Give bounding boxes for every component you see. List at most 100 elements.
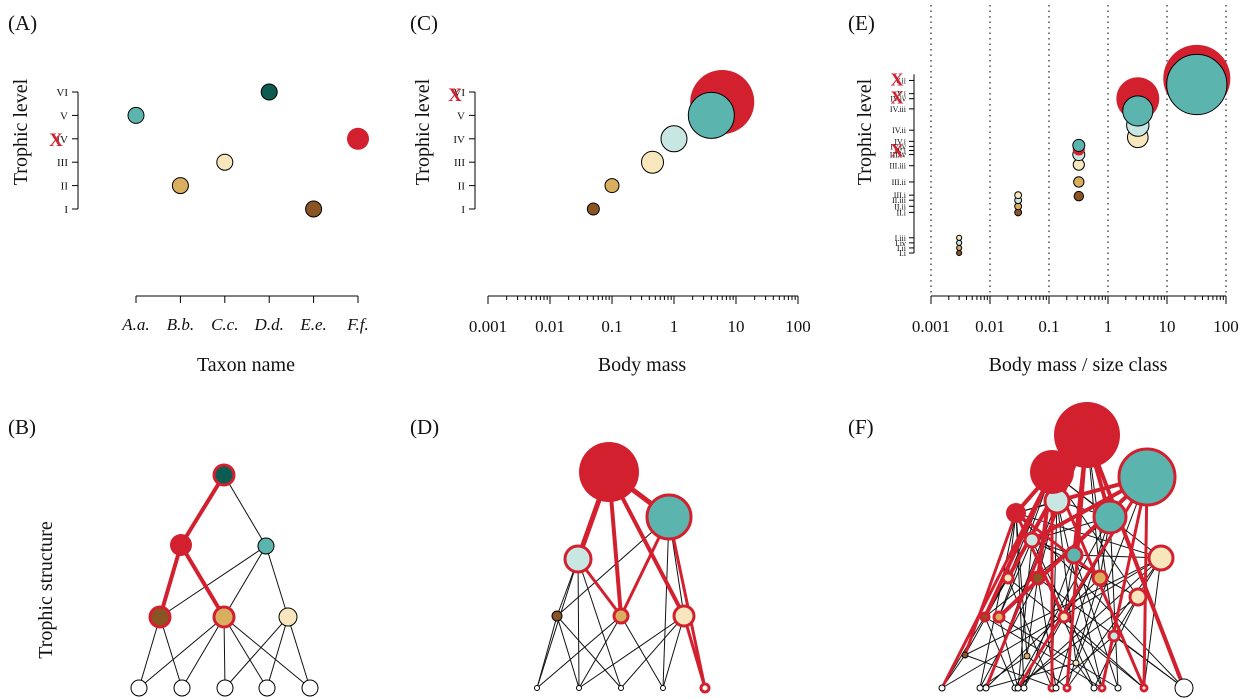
web-d-node [563,544,593,574]
chart-c-y-tick-label: V [457,110,465,122]
web-d-node [576,685,582,691]
chart-e-point [1166,53,1228,116]
chart-e-y-tick-label: III.iv [890,151,906,160]
web-f-node [1128,587,1148,607]
web-f-node [1092,499,1128,535]
web-b-link [158,544,183,618]
web-d-link [620,615,664,689]
chart-a-x-tick-label: C.c. [211,315,238,334]
chart-c-y-tick-label: III [454,157,465,169]
web-b-link [265,545,289,618]
web-f-link [1031,539,1139,598]
chart-e-point [956,244,963,252]
chart-e-y-tick-label: I.ii [897,244,907,253]
web-b-link [159,616,183,689]
web-d-node [660,685,666,691]
chart-c-point [604,178,620,194]
chart-c-x-tick-label: 10 [728,317,745,336]
chart-e-y-tick-label: I.iii [895,234,907,243]
web-f-link [964,557,1162,656]
chart-a-y-tick-label: II [61,181,69,193]
chart-a-ylabel: Trophic level [10,78,32,185]
web-d-node [612,607,630,625]
chart-e-marker-x: X [891,69,904,89]
web-f-link [998,539,1033,618]
chart-e-xlabel: Body mass / size class [989,354,1168,376]
web-d-node [645,493,693,541]
web-d-link [662,615,685,689]
chart-a-x-tick-label: F.f. [346,315,368,334]
chart-e-point [1072,138,1086,152]
panel-label-a: (A) [8,11,37,35]
web-f-link [1055,516,1111,689]
chart-e-y-tick-label: IV.i [894,146,906,155]
web-f-link [983,471,1054,618]
chart-e-y-tick-label: IV.i [894,137,906,146]
web-b-node [173,679,191,697]
web-f-link [1075,476,1148,664]
chart-e-y-tick-label: II.i [896,208,906,217]
web-d-link [577,558,622,689]
chart-e-y-tick-label: III.iii [889,162,906,171]
chart-e-y-tick-label: IV.ii [892,126,907,135]
web-f-node [1090,684,1098,692]
chart-a-point [347,127,369,150]
web-d-node [672,604,696,628]
web-f-link [964,654,1057,689]
web-b-link [266,616,289,689]
chart-c-x-tick-label: 0.1 [601,317,622,336]
web-b-node [257,537,275,555]
web-f-link [979,512,1017,689]
web-f-node [1001,571,1015,585]
web-b-node [258,679,276,697]
chart-e-y-tick-label: I.i [899,249,907,258]
chart-c-y-tick-label: II [458,181,466,193]
web-f-link [1143,557,1162,689]
web-f-node [1014,684,1022,692]
chart-e-x-tick-label: 100 [1213,317,1239,336]
web-f-node [1020,684,1028,692]
chart-c-x-tick-label: 0.001 [469,317,507,336]
web-b-node [212,463,236,487]
web-b-link [287,616,311,689]
chart-c-point [660,125,688,153]
food-web-d [534,442,711,694]
web-f-node [976,684,984,692]
chart-a-point [171,177,189,195]
chart-e-y-tick-label: IV.iii [890,105,907,114]
web-b-link [223,616,311,689]
web-b-node [212,605,236,629]
food-web-b [130,463,319,697]
web-b-link [223,616,226,689]
chart-c-y-tick-label: I [461,204,465,216]
chart-e-y-tick-label: IV.iv [890,142,906,151]
web-f-link [1007,577,1145,689]
chart-e-point [956,234,963,241]
web-d-node [534,685,540,691]
chart-c-x-tick-label: 1 [670,317,679,336]
web-d-link [556,516,670,617]
chart-a-x-tick-label: D.d. [254,315,284,334]
web-f-link [1056,500,1103,689]
chart-e-point [956,239,963,246]
web-b-node [301,679,319,697]
web-d-node [551,610,563,622]
chart-e-y-tick-label: IV.iv [890,95,906,104]
chart-c-xlabel: Body mass [598,354,687,376]
web-f-link [998,616,1019,689]
chart-e-y-tick-label: III.i [894,191,907,200]
chart-e-marker-x: X [891,88,904,108]
web-d-link [667,516,707,689]
web-f-link [1109,516,1119,689]
web-f-link [1075,662,1095,689]
web-d-link [578,615,685,689]
web-f-link [963,512,1018,656]
web-b-link [159,545,267,618]
web-b-link [179,473,226,547]
chart-c-point [640,150,664,174]
chart-e-y-tick-label: V.ii [895,76,907,85]
web-f-node [1054,402,1120,468]
chart-a-x-tick-label: B.b. [167,315,194,334]
web-b-link [181,616,225,689]
